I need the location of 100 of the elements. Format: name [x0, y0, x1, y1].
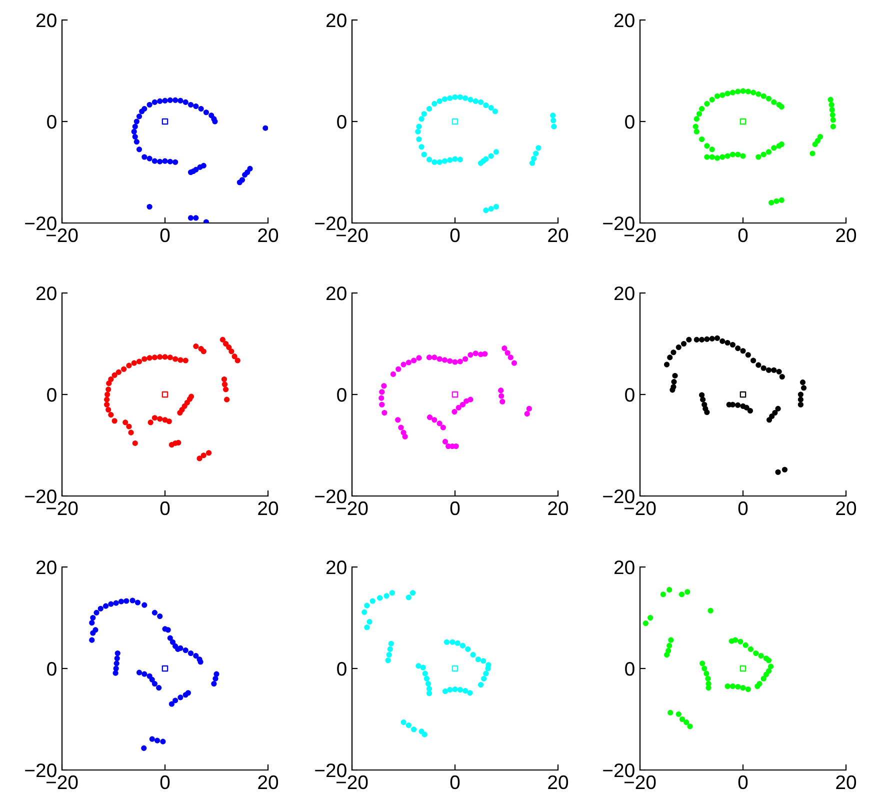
point — [740, 153, 746, 159]
point — [748, 646, 754, 652]
point — [829, 107, 835, 113]
point — [814, 138, 820, 144]
point — [134, 139, 140, 145]
point — [152, 158, 158, 164]
point — [454, 640, 460, 646]
point — [699, 392, 705, 398]
point — [200, 452, 206, 458]
point — [142, 106, 148, 112]
point — [212, 118, 218, 124]
point — [200, 162, 206, 168]
point — [104, 402, 110, 408]
point — [676, 711, 682, 717]
point — [720, 338, 726, 344]
point — [735, 402, 741, 408]
y-tick-label: 0 — [47, 114, 56, 129]
point — [668, 710, 674, 716]
point — [498, 388, 504, 394]
point — [108, 601, 114, 607]
point — [686, 336, 692, 342]
x-tick-label: 20 — [836, 501, 856, 516]
point — [362, 609, 368, 615]
point — [379, 402, 385, 408]
point — [152, 610, 158, 616]
point — [146, 204, 152, 210]
point — [483, 208, 489, 214]
point — [756, 91, 762, 97]
point — [747, 408, 753, 414]
point — [524, 411, 530, 417]
point — [724, 153, 730, 159]
point — [709, 154, 715, 160]
point — [432, 159, 438, 165]
point — [472, 350, 478, 356]
point — [178, 694, 184, 700]
x-tick-label: 0 — [160, 228, 170, 242]
point — [706, 685, 712, 691]
point — [436, 159, 442, 165]
point — [167, 635, 173, 641]
point — [146, 355, 152, 361]
point — [472, 98, 478, 104]
point — [676, 344, 682, 350]
point — [828, 102, 834, 108]
point — [760, 152, 766, 158]
point — [452, 359, 458, 365]
y-tick-label: −20 — [603, 489, 634, 504]
point — [667, 354, 673, 360]
point — [387, 646, 393, 652]
point — [776, 368, 782, 374]
point — [198, 106, 204, 112]
x-tick-label: 0 — [450, 501, 460, 516]
point — [406, 360, 412, 366]
point — [118, 598, 124, 604]
point — [422, 732, 428, 738]
point — [442, 158, 448, 164]
point — [692, 124, 698, 130]
point — [436, 356, 442, 362]
y-tick-label: 20 — [36, 13, 56, 28]
point — [222, 386, 229, 392]
point — [481, 676, 487, 682]
point — [536, 145, 542, 151]
point — [672, 372, 678, 378]
point — [730, 90, 736, 96]
point — [678, 592, 684, 598]
point — [203, 110, 209, 116]
point — [142, 154, 148, 160]
point — [185, 690, 191, 696]
point — [664, 362, 670, 368]
point — [432, 354, 438, 360]
point — [178, 98, 184, 104]
point — [386, 652, 392, 658]
point — [798, 392, 804, 398]
point — [531, 156, 537, 162]
x-tick-label: 20 — [548, 775, 568, 790]
point — [157, 354, 163, 360]
point — [104, 396, 110, 402]
point — [167, 354, 173, 360]
point — [735, 152, 741, 158]
point — [424, 676, 430, 682]
point — [390, 371, 396, 377]
point — [779, 374, 785, 380]
point — [228, 348, 234, 354]
point — [735, 684, 741, 690]
point — [704, 100, 710, 107]
point — [157, 98, 163, 104]
point — [810, 150, 816, 156]
point — [136, 670, 142, 676]
point — [771, 145, 777, 151]
y-tick-label: −20 — [315, 216, 346, 230]
point — [740, 348, 746, 354]
point — [112, 372, 118, 378]
point — [684, 720, 690, 726]
point — [410, 590, 416, 596]
point — [529, 160, 536, 166]
point — [436, 420, 442, 426]
point — [533, 150, 539, 156]
y-tick-label: 0 — [337, 388, 346, 402]
point — [422, 670, 428, 676]
point — [421, 152, 427, 158]
point — [398, 424, 404, 430]
